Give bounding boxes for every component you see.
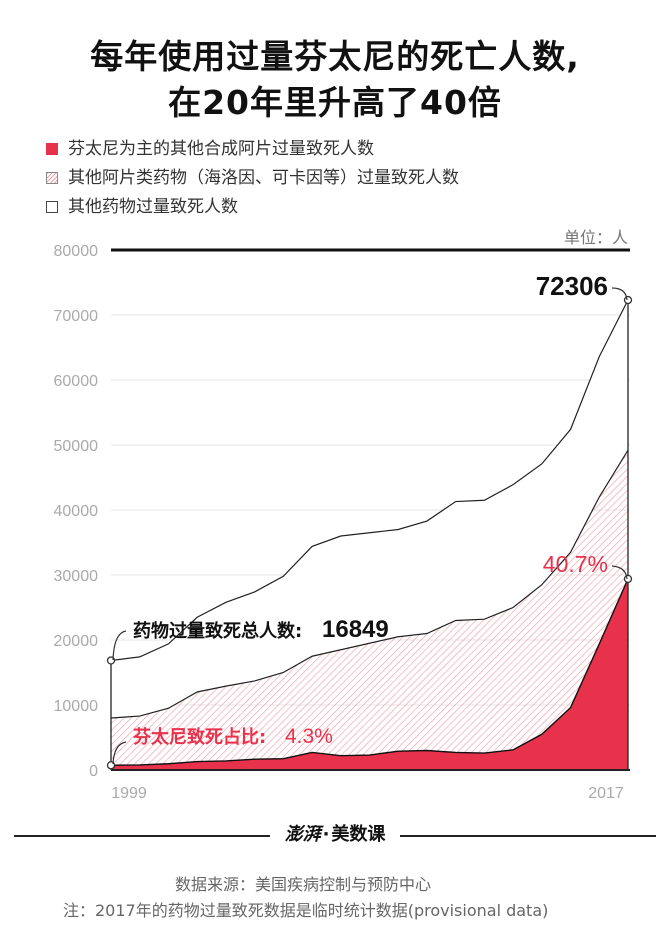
provisional-note: 注：2017年的药物过量致死数据是临时统计数据(provisional data… [63,901,549,920]
x-tick-label: 2017 [588,785,624,802]
legend-label: 其他药物过量致死人数 [68,197,238,217]
y-tick-label: 30000 [54,568,99,585]
legend-label: 芬太尼为主的其他合成阿片过量致死人数 [68,139,374,159]
annotation-fentanyl-share-2017: 40.7% [543,551,608,577]
brand-logo: 澎湃 · 美数课 [272,820,398,850]
x-tick-label: 1999 [111,785,147,802]
source-note: 数据来源：美国疾病控制与预防中心 [175,875,432,894]
y-tick-label: 70000 [54,308,99,325]
marker-fentanyl-2017 [623,574,633,584]
annotation-fentanyl-share-1999: 芬太尼致死占比: [132,726,266,748]
annotation-total-2017: 72306 [536,271,608,301]
brand-seal: 澎湃 [284,824,321,845]
legend-item-fentanyl: 芬太尼为主的其他合成阿片过量致死人数 [46,134,374,159]
annotation-fentanyl-share-1999-value: 4.3% [285,725,333,748]
y-tick-label: 20000 [54,633,99,650]
y-tick-label: 40000 [54,503,99,520]
annotation-leader-fentanyl-2017 [611,565,628,580]
series-line-3 [110,299,629,662]
y-tick-label: 0 [89,763,98,780]
legend-item-opioid: 其他阿片类药物（海洛因、可卡因等）过量致死人数 [46,163,459,188]
marker-total-2017 [623,295,633,305]
legend-item-other: 其他药物过量致死人数 [46,192,238,217]
annotation-total-1999-value: 16849 [322,616,389,643]
annotation-leader-total-2017 [611,287,628,301]
y-tick-label: 50000 [54,438,99,455]
area-chart: 0 10000 20000 30000 40000 50000 60000 70000 8000… [54,243,633,802]
y-tick-label: 80000 [54,243,99,260]
area-other-opioids [111,450,628,766]
brand-separator: · [322,824,330,845]
brand-divider-left [14,835,270,837]
annotation-leader-fentanyl-1999 [112,741,127,765]
series-line-2 [110,449,629,719]
legend-swatch-white-outline [46,201,58,213]
annotation-leader-total-1999 [112,630,127,661]
legend-label: 其他阿片类药物（海洛因、可卡因等）过量致死人数 [68,168,459,188]
chart-title-line1: 每年使用过量芬太尼的死亡人数, [90,37,580,76]
brand-divider-right [400,835,656,837]
annotation-total-1999: 药物过量致死总人数: [133,620,302,642]
series-line-1 [110,578,629,766]
area-other-drugs [111,300,628,718]
chart-title-line2: 在20年里升高了40倍 [168,83,502,122]
unit-label: 单位：人 [563,228,628,247]
area-fentanyl [111,578,628,770]
legend-swatch-solid-red [46,143,58,155]
legend-swatch-hatched-pink [46,172,58,184]
y-tick-label: 10000 [54,698,99,715]
brand-name: 美数课 [331,824,386,845]
y-tick-label: 60000 [54,373,99,390]
